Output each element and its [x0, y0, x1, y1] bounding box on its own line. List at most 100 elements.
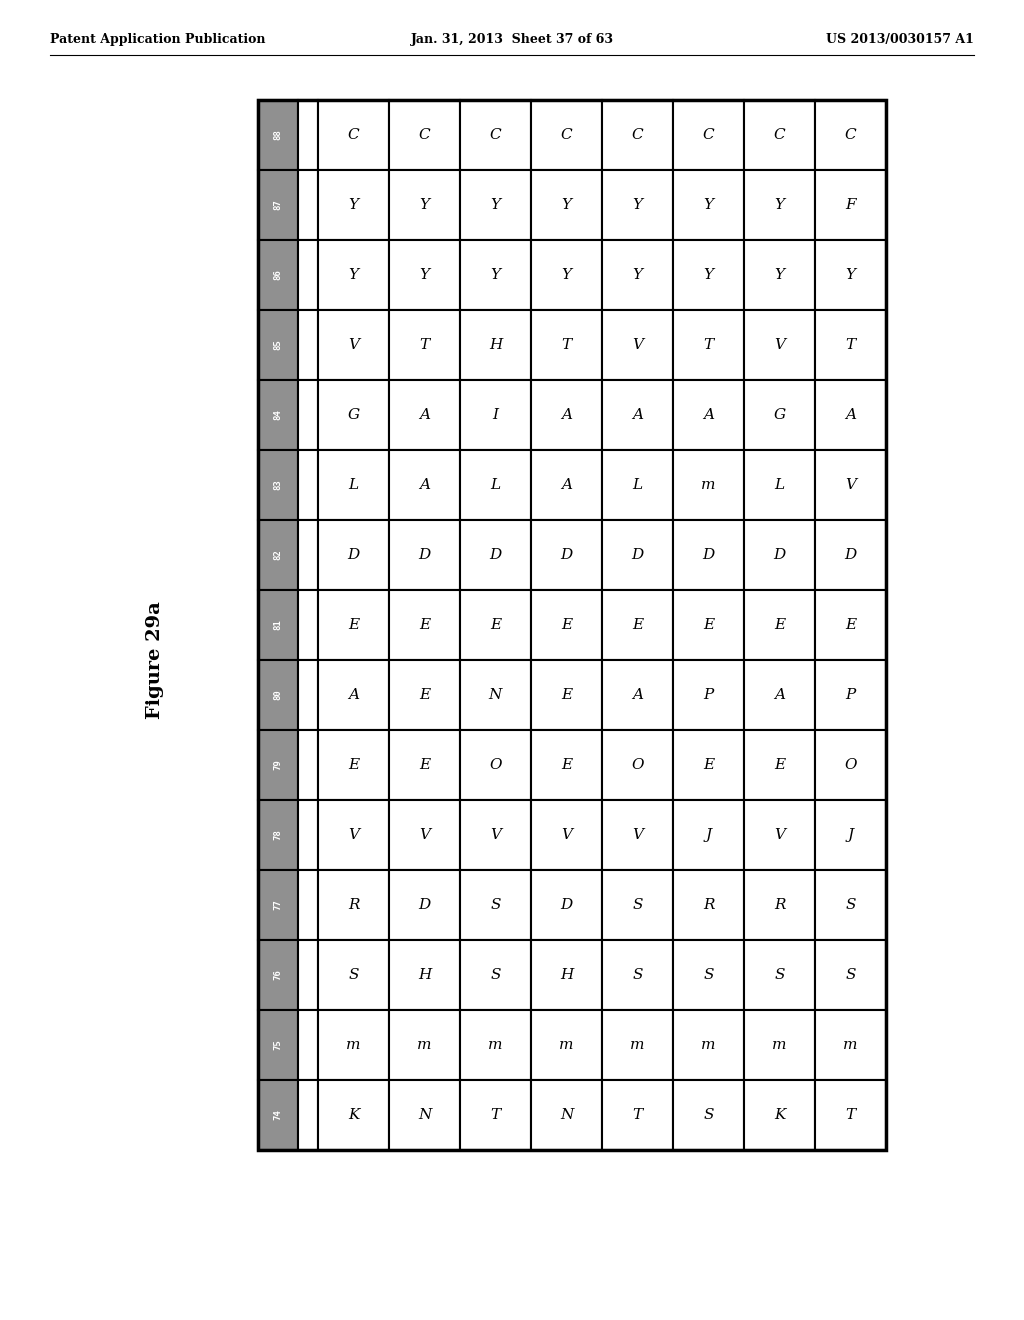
Text: E: E — [774, 758, 785, 772]
Text: 84: 84 — [273, 409, 283, 420]
Bar — [531, 590, 602, 660]
Text: O: O — [844, 758, 857, 772]
Text: 82: 82 — [273, 549, 283, 561]
Bar — [673, 1080, 744, 1150]
Bar — [389, 800, 460, 870]
Text: D: D — [845, 548, 857, 562]
Text: S: S — [703, 1107, 714, 1122]
Text: S: S — [845, 898, 856, 912]
Text: Y: Y — [774, 268, 784, 282]
Text: V: V — [348, 828, 359, 842]
Bar — [744, 450, 815, 520]
Bar — [673, 310, 744, 380]
Text: S: S — [348, 968, 358, 982]
Text: 80: 80 — [273, 689, 283, 701]
Bar — [298, 100, 318, 170]
Bar — [460, 100, 531, 170]
Text: T: T — [846, 1107, 856, 1122]
Text: m: m — [346, 1038, 360, 1052]
Text: D: D — [347, 548, 359, 562]
Text: A: A — [561, 478, 572, 492]
Text: 74: 74 — [273, 1110, 283, 1121]
Bar — [744, 170, 815, 240]
Bar — [815, 870, 886, 940]
Text: E: E — [419, 618, 430, 632]
Text: Y: Y — [561, 268, 571, 282]
Bar — [389, 660, 460, 730]
Text: Patent Application Publication: Patent Application Publication — [50, 33, 265, 46]
Bar — [389, 1010, 460, 1080]
Text: T: T — [633, 1107, 643, 1122]
Bar — [744, 660, 815, 730]
Bar — [389, 590, 460, 660]
Text: H: H — [560, 968, 573, 982]
Bar — [460, 870, 531, 940]
Text: E: E — [348, 758, 359, 772]
Bar — [258, 730, 298, 800]
Text: 86: 86 — [273, 269, 283, 280]
Bar — [460, 730, 531, 800]
Bar — [602, 240, 673, 310]
Text: m: m — [843, 1038, 858, 1052]
Bar — [318, 800, 389, 870]
Bar — [673, 240, 744, 310]
Text: D: D — [702, 548, 715, 562]
Bar — [815, 590, 886, 660]
Text: D: D — [419, 548, 431, 562]
Bar — [318, 660, 389, 730]
Text: m: m — [559, 1038, 573, 1052]
Text: C: C — [774, 128, 785, 143]
Bar — [744, 870, 815, 940]
Text: 78: 78 — [273, 830, 283, 841]
Bar — [815, 100, 886, 170]
Text: D: D — [773, 548, 785, 562]
Text: A: A — [419, 408, 430, 422]
Bar — [531, 870, 602, 940]
Text: A: A — [703, 408, 714, 422]
Text: V: V — [490, 828, 501, 842]
Text: Figure 29a: Figure 29a — [146, 601, 164, 719]
Bar — [298, 730, 318, 800]
Bar — [673, 170, 744, 240]
Bar — [673, 520, 744, 590]
Text: Y: Y — [348, 268, 358, 282]
Bar — [460, 1080, 531, 1150]
Bar — [258, 1010, 298, 1080]
Bar — [298, 240, 318, 310]
Text: R: R — [774, 898, 785, 912]
Text: 88: 88 — [273, 129, 283, 140]
Bar — [460, 170, 531, 240]
Bar — [531, 240, 602, 310]
Text: I: I — [493, 408, 499, 422]
Text: N: N — [560, 1107, 573, 1122]
Text: E: E — [702, 758, 714, 772]
Text: V: V — [561, 828, 572, 842]
Text: S: S — [845, 968, 856, 982]
Text: E: E — [561, 618, 572, 632]
Bar — [460, 240, 531, 310]
Bar — [318, 170, 389, 240]
Bar — [318, 310, 389, 380]
Text: E: E — [419, 688, 430, 702]
Bar — [318, 730, 389, 800]
Text: S: S — [490, 898, 501, 912]
Text: V: V — [845, 478, 856, 492]
Text: C: C — [561, 128, 572, 143]
Bar — [602, 310, 673, 380]
Text: 83: 83 — [273, 479, 283, 490]
Bar — [298, 310, 318, 380]
Bar — [318, 1010, 389, 1080]
Bar — [318, 1080, 389, 1150]
Text: T: T — [846, 338, 856, 352]
Text: T: T — [703, 338, 714, 352]
Text: A: A — [774, 688, 785, 702]
Text: F: F — [845, 198, 856, 213]
Bar — [744, 100, 815, 170]
Bar — [258, 660, 298, 730]
Text: T: T — [561, 338, 571, 352]
Bar — [815, 940, 886, 1010]
Bar — [602, 520, 673, 590]
Bar — [602, 1080, 673, 1150]
Bar — [673, 1010, 744, 1080]
Bar — [531, 170, 602, 240]
